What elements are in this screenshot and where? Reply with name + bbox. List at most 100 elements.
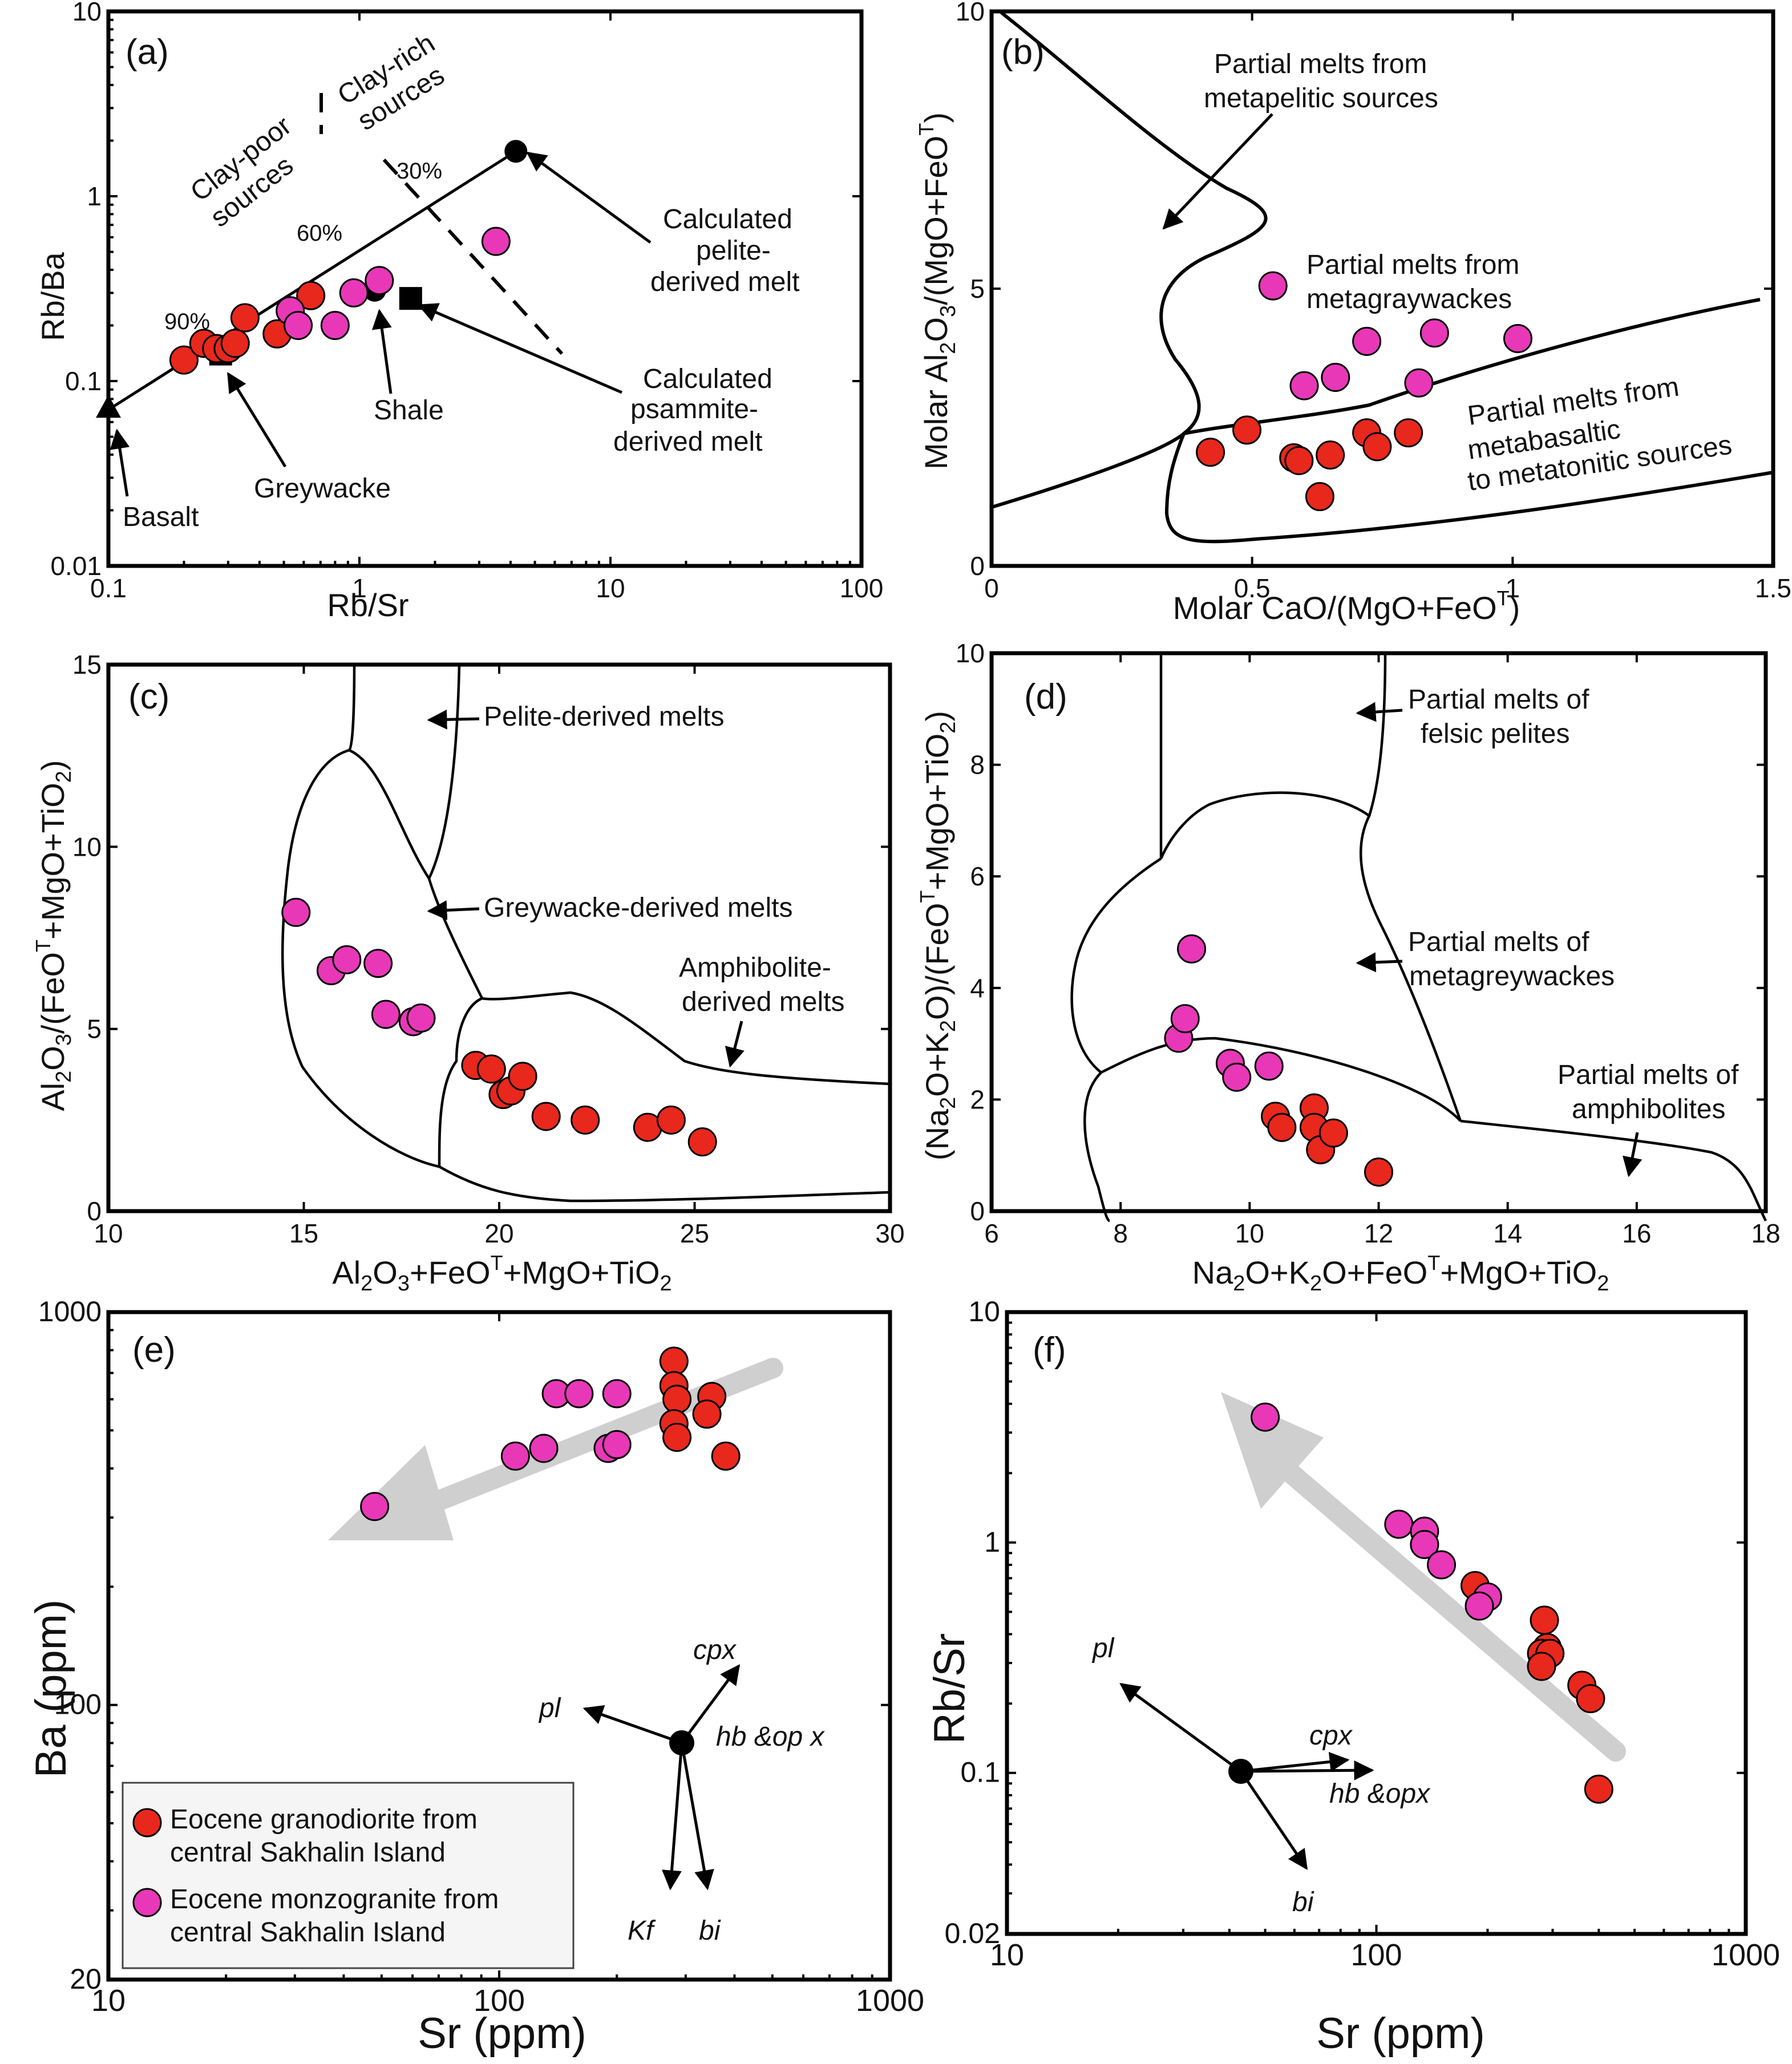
y-tick-label: 1 xyxy=(87,181,102,211)
x-tick-label: 0 xyxy=(984,573,999,603)
pct-60-label: 60% xyxy=(297,221,342,246)
granodiorite-point xyxy=(662,1385,692,1414)
trend-arrow-shaft xyxy=(1279,1462,1626,1762)
vector-pl xyxy=(582,1705,682,1745)
granodiorite-point xyxy=(659,1346,689,1376)
arrow-psammite xyxy=(417,303,622,394)
granodiorite-point xyxy=(169,345,199,375)
x-tick-label: 100 xyxy=(840,573,884,603)
x-axis-title-d: Na2O+K2O+FeOT+MgO+TiO2 xyxy=(1192,1251,1609,1296)
panel-b: (b) Partial melts from metapelitic sourc… xyxy=(915,11,1774,626)
monzogranite-point xyxy=(1258,271,1288,301)
x-axis-title-b: Molar CaO/(MgO+FeOT) xyxy=(1173,586,1520,626)
panel-b-labels: (b) Partial melts from metapelitic sourc… xyxy=(915,33,1734,626)
granodiorite-point xyxy=(1318,1118,1348,1148)
y-tick-label: 0 xyxy=(970,551,985,581)
x-tick-label: 12 xyxy=(1364,1219,1393,1248)
granodiorite-point xyxy=(1284,446,1314,475)
granodiorite-point xyxy=(1527,1652,1556,1681)
y-tick-label: 0.02 xyxy=(945,1917,1000,1949)
panel-f-points xyxy=(1251,1402,1613,1804)
panel-label-d: (d) xyxy=(1024,677,1067,717)
panel-c-labels: (c) Pelite-derived melts Greywacke-deriv… xyxy=(31,677,844,1296)
x-tick-label: 8 xyxy=(1113,1219,1128,1248)
panel-c: (c) Pelite-derived melts Greywacke-deriv… xyxy=(31,664,891,1296)
granodiorite-point xyxy=(1394,418,1423,448)
x-tick-label: 15 xyxy=(289,1219,318,1248)
monzogranite-point xyxy=(529,1434,559,1463)
granodiorite-point xyxy=(571,1105,600,1135)
vector-label-bi: bi xyxy=(699,1916,721,1946)
granodiorite-point xyxy=(1316,440,1345,470)
metagreywackes-label-1: Partial melts of xyxy=(1408,927,1589,957)
arrow-felsic-pelites xyxy=(1356,702,1403,722)
legend-box xyxy=(122,1782,575,1969)
arrow-greywacke-melts xyxy=(427,900,480,921)
metapelitic-label-2: metapelitic sources xyxy=(1204,83,1438,114)
arrow-amphibolite-melts xyxy=(725,1021,745,1068)
granodiorite-point xyxy=(1196,438,1225,467)
monzogranite-point xyxy=(1251,1402,1280,1432)
x-axis-title-c: Al2O3+FeOT+MgO+TiO2 xyxy=(332,1251,672,1296)
panel-e-points xyxy=(360,1346,741,1521)
monzogranite-point xyxy=(1254,1051,1284,1081)
arrow-shale xyxy=(371,309,393,394)
granodiorite-point xyxy=(296,281,326,310)
panel-label-a: (a) xyxy=(126,33,169,72)
vector-hb-opx xyxy=(1240,1760,1374,1780)
shale-label: Shale xyxy=(374,395,444,426)
axes-panel-3: 10 15 20 25 30 0 5 10 15 xyxy=(72,650,905,1248)
pelite-melt-label-2: pelite- xyxy=(696,236,771,266)
basalt-label: Basalt xyxy=(123,502,199,532)
panel-label-b: (b) xyxy=(1001,33,1045,72)
granodiorite-point xyxy=(508,1062,537,1091)
metagreywackes-label-2: metagreywackes xyxy=(1409,961,1615,991)
amphibolite-field-boundary xyxy=(438,991,891,1203)
metagraywacke-label-2: metagraywackes xyxy=(1306,284,1512,314)
x-tick-label: 20 xyxy=(484,1219,513,1248)
panel-d-field-boundaries xyxy=(1070,653,1767,1223)
monzogranite-point xyxy=(1410,1529,1439,1559)
panel-a-annotation-arrows xyxy=(110,151,652,497)
y-axis-title-a: Rb/Ba xyxy=(35,252,71,341)
felsic-pelites-label-2: felsic pelites xyxy=(1421,719,1569,749)
y-axis-title-c: Al2O3/(FeOT+MgO+TiO2) xyxy=(31,760,76,1111)
granodiorite-point xyxy=(1576,1684,1605,1714)
panel-b-field-boundaries xyxy=(989,11,1774,544)
y-tick-label: 20 xyxy=(70,1963,102,1995)
panel-f: pl cpx hb &opx bi (f) Sr (ppm) Rb/Sr xyxy=(925,1330,1626,2058)
vector-label-kf: Kf xyxy=(628,1916,656,1946)
monzogranite-point xyxy=(360,1492,390,1521)
granodiorite-point xyxy=(656,1105,686,1135)
vector-label-cpx: cpx xyxy=(1309,1721,1353,1751)
panel-label-e: (e) xyxy=(132,1330,176,1370)
vector-pl xyxy=(1119,1682,1242,1773)
panel-e-labels: (e) Sr (ppm) Ba (ppm) xyxy=(27,1330,586,2058)
monzogranite-point xyxy=(1222,1062,1252,1092)
x-tick-label: 100 xyxy=(1350,1938,1402,1972)
x-axis-title-f: Sr (ppm) xyxy=(1316,2009,1485,2058)
pelite-melt-marker xyxy=(504,140,528,163)
granodiorite-point xyxy=(687,1127,717,1157)
felsic-pelite-boundary xyxy=(1159,653,1387,859)
monzogranite-point xyxy=(1503,323,1532,353)
y-tick-label: 0 xyxy=(87,1196,102,1226)
x-tick-label: 25 xyxy=(680,1219,709,1248)
x-tick-label: 30 xyxy=(875,1219,904,1248)
granodiorite-point xyxy=(531,1102,561,1131)
vector-kf xyxy=(662,1742,683,1891)
greywacke-field-boundary xyxy=(281,748,484,1168)
monzogranite-point xyxy=(481,226,511,256)
plot-frame xyxy=(989,651,1768,1213)
x-tick-label: 10 xyxy=(1235,1219,1264,1248)
vector-label-pl: pl xyxy=(538,1693,561,1723)
vector-bi xyxy=(1239,1770,1308,1870)
x-tick-label: 10 xyxy=(91,1984,126,2018)
axes-panel-2: 0 0.5 1 1.5 0 5 10 xyxy=(956,0,1791,603)
monzogranite-point xyxy=(320,310,350,340)
x-tick-label: 10 xyxy=(596,573,625,603)
x-tick-label: 0.5 xyxy=(1234,573,1271,603)
panel-a-labels: (a) Clay-poor sources Clay-rich sources … xyxy=(35,28,799,623)
plot-frame xyxy=(106,662,892,1213)
